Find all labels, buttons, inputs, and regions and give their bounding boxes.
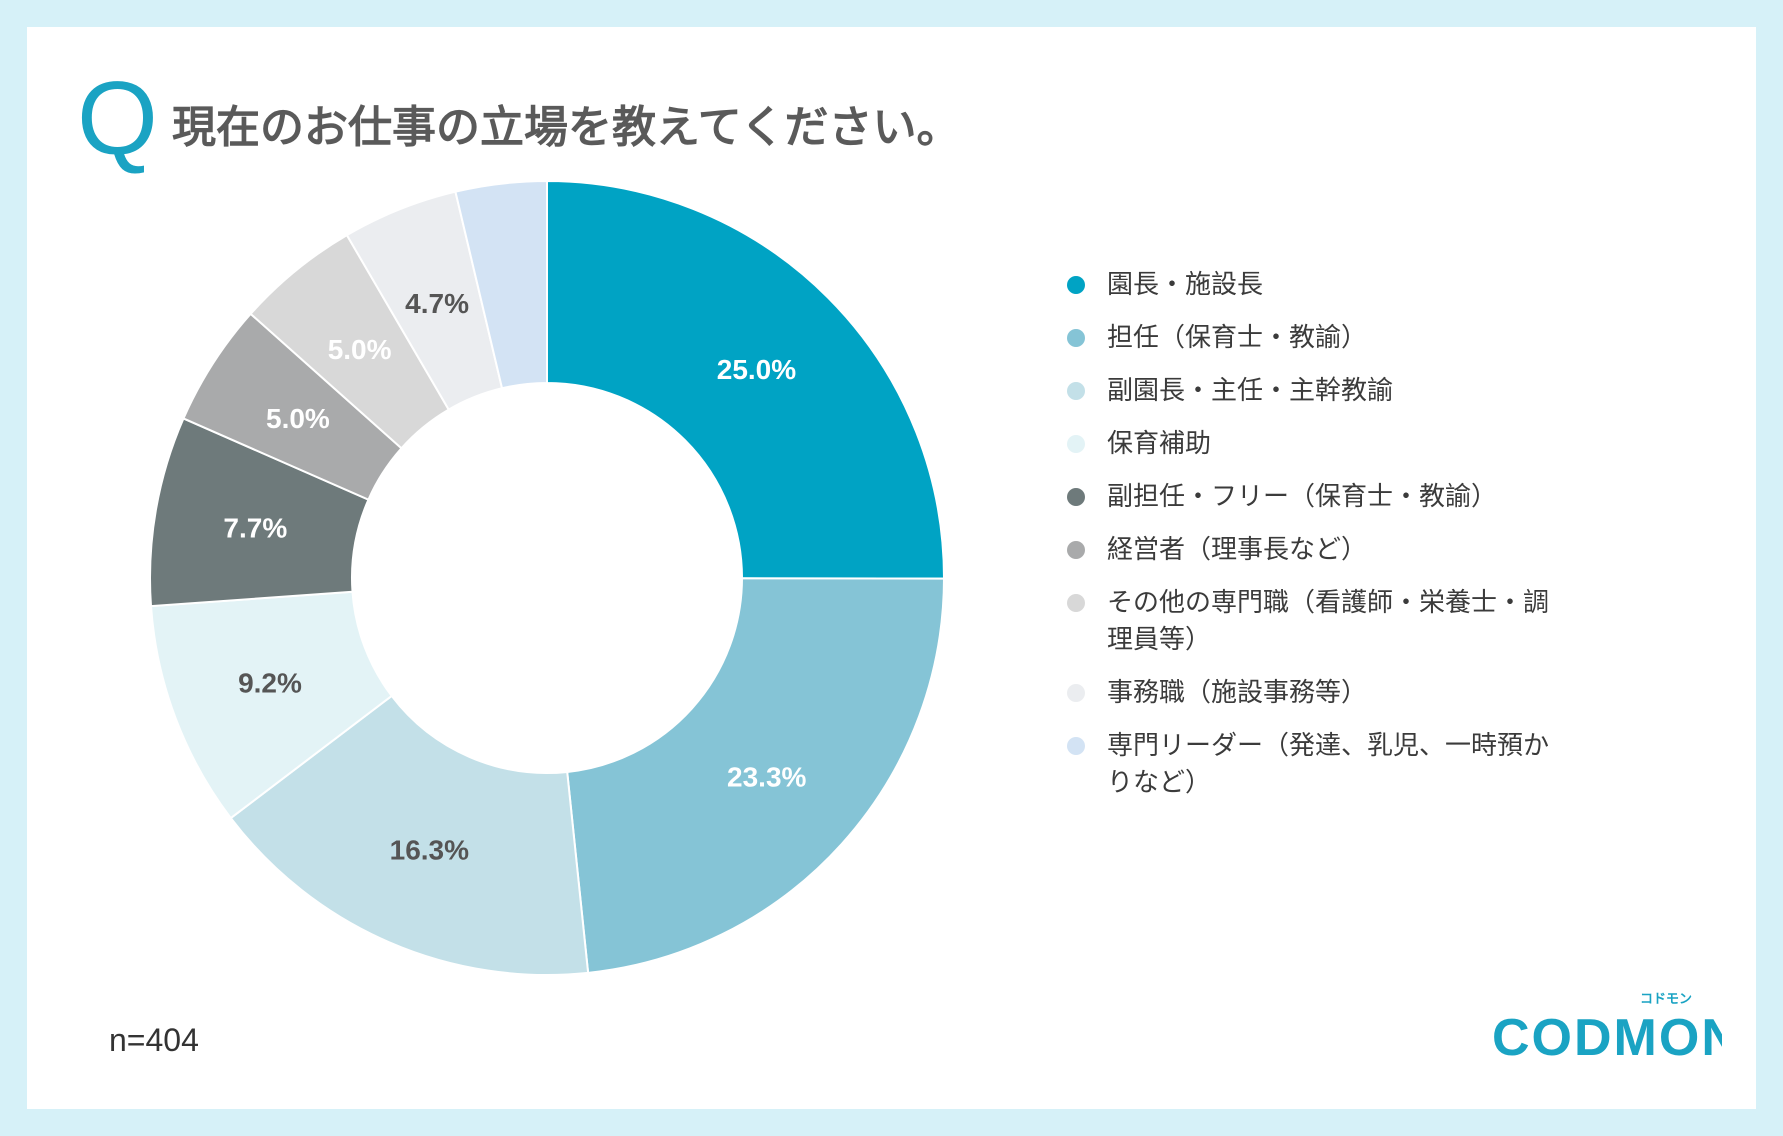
slice-data-label: 4.7% <box>405 288 469 319</box>
legend-label: 副園長・主任・主幹教諭 <box>1107 376 1394 406</box>
legend-item: その他の専門職（看護師・栄養士・調理員等） <box>1067 585 1567 659</box>
chart-legend: 園長・施設長担任（保育士・教諭） 副園長・主任・主幹教諭 保育補助副担任・フリー（保… <box>1067 267 1567 818</box>
legend-label: 経営者（理事長など） <box>1107 535 1368 565</box>
chart-card: Q 現在のお仕事の立場を教えてください。 25.0% 23.3% 16.3% 9.2%… <box>27 27 1756 1109</box>
legend-item: 副担任・フリー（保育士・教諭） <box>1067 479 1567 516</box>
slice-data-label: 5.0% <box>266 403 330 434</box>
donut-slice <box>229 694 590 976</box>
legend-label: 専門リーダー（発達、乳児、一時預かりなど） <box>1107 731 1550 798</box>
legend-label: 園長・施設長 <box>1107 270 1264 300</box>
legend-label: 保育補助 <box>1107 429 1212 459</box>
legend-swatch <box>1067 276 1085 294</box>
legend-item: 副園長・主任・主幹教諭 <box>1067 373 1567 410</box>
codmon-logo: コドモン CODMON <box>1492 992 1722 1065</box>
legend-label: その他の専門職（看護師・栄養士・調理員等） <box>1107 588 1550 655</box>
legend-item: 経営者（理事長など） <box>1067 532 1567 569</box>
question-mark-icon: Q <box>77 61 158 177</box>
legend-item: 園長・施設長 <box>1067 267 1567 304</box>
legend-label: 副担任・フリー（保育士・教諭） <box>1107 482 1498 512</box>
brand-name: CODMON <box>1492 1009 1722 1065</box>
legend-label: 担任（保育士・教諭） <box>1107 323 1368 353</box>
donut-slice <box>546 179 946 580</box>
legend-item: 担任（保育士・教諭） <box>1067 320 1567 357</box>
legend-swatch <box>1067 488 1085 506</box>
slice-data-label: 23.3% <box>727 761 806 792</box>
slice-data-label: 5.0% <box>328 334 392 365</box>
slice-data-label: 7.7% <box>223 513 287 544</box>
legend-label: 事務職（施設事務等） <box>1107 678 1368 708</box>
legend-item: 保育補助 <box>1067 426 1567 463</box>
slice-data-label: 9.2% <box>238 667 302 698</box>
donut-chart: 25.0% 23.3% 16.3% 9.2% 7.7% 5.0% 5.0% 4.7% <box>149 179 946 976</box>
slice-data-label: 25.0% <box>717 354 796 385</box>
donut-slice <box>566 577 946 974</box>
slice-data-label: 16.3% <box>390 835 469 866</box>
legend-item: 事務職（施設事務等） <box>1067 675 1567 712</box>
legend-swatch <box>1067 435 1085 453</box>
legend-swatch <box>1067 737 1085 755</box>
chart-title: 現在のお仕事の立場を教えてください。 <box>172 102 961 153</box>
donut-slice <box>454 179 548 390</box>
legend-swatch <box>1067 684 1085 702</box>
brand-tagline: コドモン <box>1640 992 1692 1007</box>
legend-swatch <box>1067 329 1085 347</box>
sample-size: n=404 <box>109 1022 199 1058</box>
legend-item: 専門リーダー（発達、乳児、一時預かりなど） <box>1067 728 1567 802</box>
legend-swatch <box>1067 594 1085 612</box>
legend-swatch <box>1067 382 1085 400</box>
legend-swatch <box>1067 541 1085 559</box>
